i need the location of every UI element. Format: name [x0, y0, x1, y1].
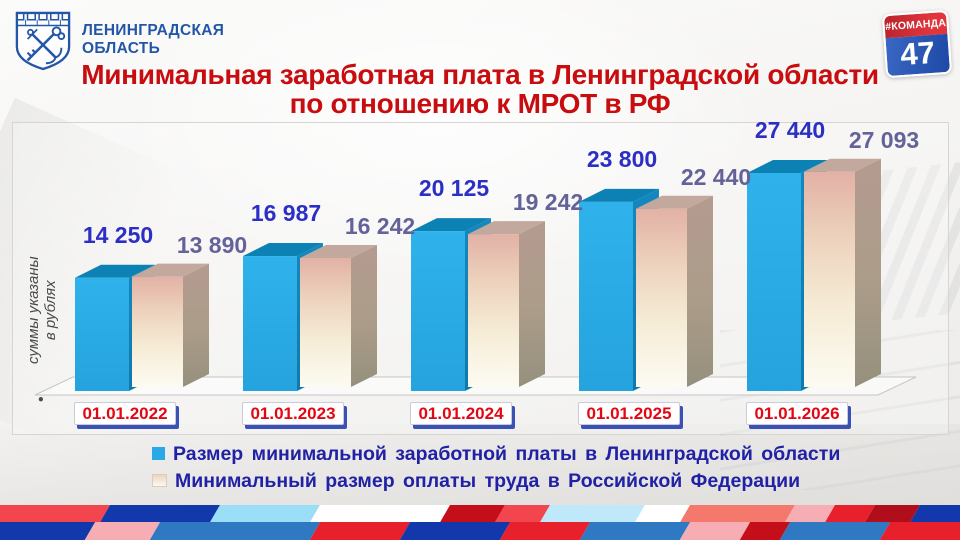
- value-label-region: 20 125: [418, 175, 490, 202]
- chart-legend: Размер минимальной заработной платы в Ле…: [152, 443, 840, 497]
- legend-label: Размер минимальной заработной платы в Ле…: [173, 443, 841, 465]
- bar-region-front: [747, 173, 801, 391]
- slide-title: Минимальная заработная плата в Ленинград…: [0, 60, 960, 118]
- value-label-mrot: 27 093: [848, 126, 920, 153]
- value-label-region: 27 440: [754, 117, 826, 143]
- bar-region-top: [75, 264, 155, 278]
- bar-region-front: [75, 277, 129, 391]
- legend-item: Размер минимальной заработной платы в Ле…: [152, 443, 840, 470]
- bar-mrot-side: [855, 158, 881, 387]
- leningrad-oblast-logo: ЛЕНИНГРАДСКАЯ ОБЛАСТЬ: [14, 10, 224, 72]
- coat-of-arms-icon: [15, 11, 71, 71]
- value-label-region: 14 250: [82, 221, 154, 248]
- value-label-mrot: 16 242: [344, 212, 416, 239]
- bar-mrot-top: [804, 158, 881, 172]
- value-label-mrot: 22 440: [680, 163, 752, 190]
- bottom-decorative-stripe: [0, 505, 960, 540]
- value-label-mrot: 13 890: [176, 231, 248, 258]
- bar-region-top: [411, 218, 491, 232]
- bar-region-front: [579, 201, 633, 391]
- y-axis-note-line2: в рублях: [42, 280, 59, 341]
- bar-mrot-top: [300, 244, 377, 258]
- bar-mrot-top: [636, 195, 713, 209]
- bar-region-front: [243, 256, 297, 391]
- logo-region-line2: ОБЛАСТЬ: [82, 40, 161, 57]
- bar-mrot-side: [687, 195, 713, 387]
- x-axis-date-label: 01.01.2023: [242, 402, 344, 425]
- legend-item: Минимальный размер оплаты труда в Россий…: [152, 470, 840, 497]
- bar-region-top: [747, 160, 827, 173]
- legend-swatch-icon: [152, 474, 167, 487]
- bar-region-top: [243, 243, 323, 257]
- bar-mrot-side: [351, 244, 377, 387]
- y-axis-note: • суммы указаны в рублях: [21, 232, 63, 402]
- bar-region-top: [579, 188, 659, 202]
- legend-label: Минимальный размер оплаты труда в Россий…: [175, 470, 801, 492]
- value-label-region: 23 800: [586, 145, 658, 172]
- title-line1: Минимальная заработная плата в Ленинград…: [81, 59, 879, 90]
- bar-mrot-front: [804, 171, 855, 387]
- bar-mrot-side: [519, 221, 545, 387]
- bar-mrot-top: [132, 263, 209, 277]
- bar-mrot-front: [132, 276, 183, 387]
- background-bottom-shade: [0, 424, 960, 506]
- legend-swatch-icon: [152, 447, 165, 460]
- bar-mrot-top: [468, 221, 545, 235]
- bullet-icon: •: [33, 396, 50, 402]
- x-axis-date-label: 01.01.2026: [746, 402, 848, 425]
- bar-mrot-front: [300, 257, 351, 387]
- x-axis-date-label: 01.01.2022: [74, 402, 176, 425]
- bar-region-front: [411, 231, 465, 391]
- x-axis-date-label: 01.01.2025: [578, 402, 680, 425]
- x-axis-date-label: 01.01.2024: [410, 402, 512, 425]
- bar-mrot-front: [636, 208, 687, 387]
- value-label-region: 16 987: [250, 200, 322, 227]
- logo-region-line1: ЛЕНИНГРАДСКАЯ: [82, 22, 225, 39]
- y-axis-note-line1: суммы указаны: [25, 256, 42, 365]
- value-label-mrot: 19 242: [512, 189, 584, 216]
- bar-mrot-front: [468, 234, 519, 387]
- title-line2: по отношению к МРОТ в РФ: [289, 88, 671, 119]
- bar-mrot-side: [183, 263, 209, 387]
